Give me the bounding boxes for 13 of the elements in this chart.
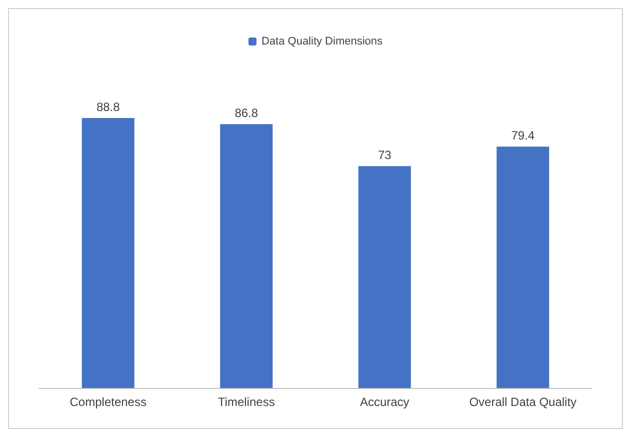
legend-label: Data Quality Dimensions (261, 36, 384, 48)
bar (358, 166, 411, 388)
x-tick-label: Completeness (70, 395, 146, 409)
data-label: 73 (378, 148, 392, 162)
bar (82, 118, 134, 388)
data-label: 79.4 (511, 128, 535, 143)
data-label: 88.8 (96, 100, 120, 114)
x-tick-label: Overall Data Quality (469, 395, 577, 409)
x-tick-label: Accuracy (360, 395, 410, 409)
data-label: 86.8 (234, 106, 258, 120)
bar (496, 146, 550, 388)
bar (220, 124, 273, 388)
x-tick-label: Timeliness (218, 395, 275, 409)
